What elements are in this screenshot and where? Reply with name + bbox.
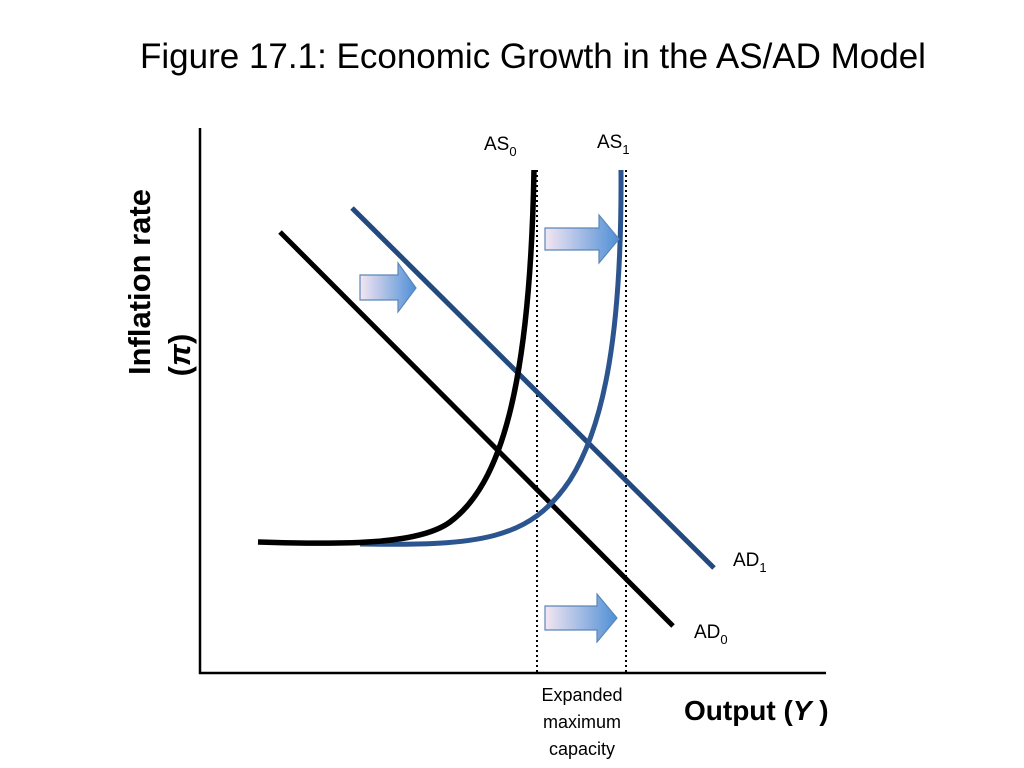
as1-label: AS1 [597,132,630,157]
note-line: maximum [543,712,621,732]
shift-arrow [544,213,620,265]
label-sub: 0 [509,144,516,159]
label-sub: 1 [622,142,629,157]
y-symbol: (π) [162,334,197,377]
title: Figure 17.1: Economic Growth in the AS/A… [140,37,926,76]
pi: π [162,343,197,366]
x-label-close: ) [812,695,829,726]
note-line: capacity [549,739,615,759]
label-sub: 0 [720,632,727,647]
label-sub: 1 [759,560,766,575]
ad0-curve [278,230,675,628]
label-name: AD [694,622,720,643]
as1-curve [359,169,624,547]
capacity-note: Expanded maximum capacity [541,685,622,759]
x-label: Output (Y ) [684,695,829,726]
x-symbol: Y [793,695,814,726]
y-axis-label: Inflation rate (π) [122,189,197,376]
ad1-curve [350,206,716,570]
note-line: Expanded [541,685,622,705]
as0-curve [257,169,537,546]
label-name: AS [484,134,509,155]
x-label-text: Output ( [684,695,794,726]
shift-arrow [359,261,417,314]
label-name: AS [597,132,622,153]
ad0-label: AD0 [694,622,728,647]
y-label: Inflation rate [122,189,157,375]
label-name: AD [733,550,759,571]
ad1-label: AD1 [733,550,767,575]
as0-label: AS0 [484,134,517,159]
shift-arrow [544,592,618,644]
